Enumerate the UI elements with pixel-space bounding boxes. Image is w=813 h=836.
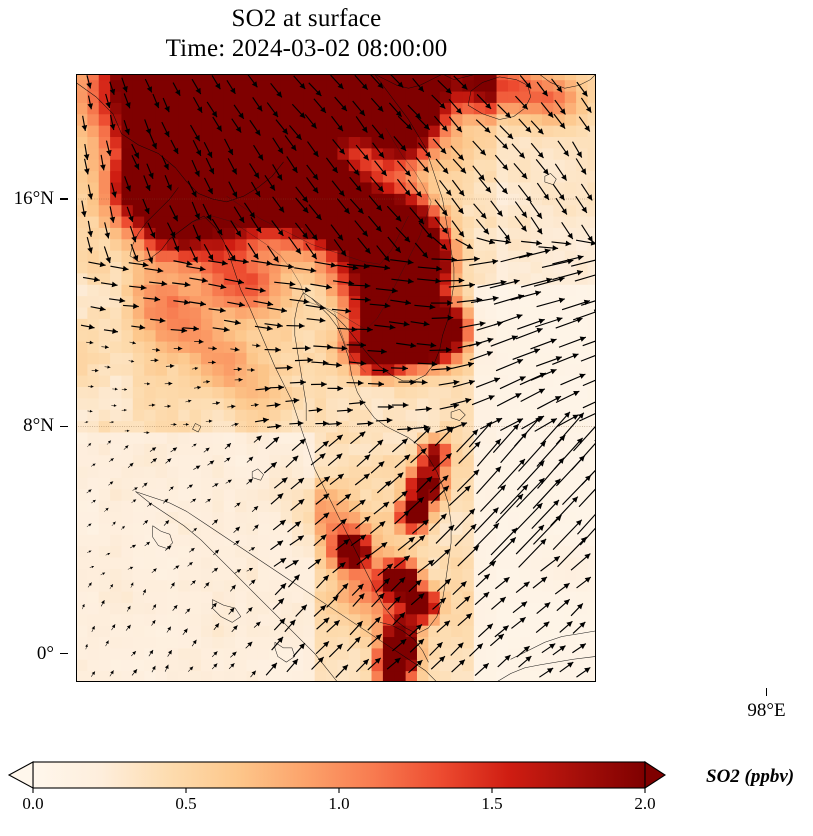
y-tick-label: 8°N bbox=[23, 415, 54, 437]
colorbar-tick-label: 1.5 bbox=[481, 794, 503, 813]
y-tick-label: 0° bbox=[36, 642, 54, 664]
title-line-1: SO2 at surface bbox=[231, 5, 382, 32]
y-tick-mark bbox=[60, 652, 68, 655]
colorbar-label: SO2 (ppbv) bbox=[706, 766, 795, 787]
title-line-2: Time: 2024-03-02 08:00:00 bbox=[165, 35, 448, 62]
x-tick-label: 98°E bbox=[747, 700, 786, 721]
page-title: SO2 at surface Time: 2024-03-02 08:00:00 bbox=[0, 4, 613, 64]
y-tick-label: 16°N bbox=[13, 188, 54, 209]
y-tick-mark bbox=[60, 198, 68, 200]
x-tick-mark bbox=[765, 688, 768, 696]
x-axis-labels: 98°E106°E bbox=[76, 688, 786, 721]
map-plot-area[interactable] bbox=[76, 74, 596, 682]
colorbar-extend-max bbox=[644, 760, 667, 790]
colorbar-tick-label: 0.5 bbox=[175, 794, 197, 813]
y-axis-labels: 16°N 8°N 0° bbox=[0, 74, 68, 682]
colorbar-tick-label: 1.0 bbox=[328, 794, 350, 813]
colorbar-tick-label: 2.0 bbox=[634, 794, 656, 813]
colorbar[interactable]: 0.0 0.5 1.0 1.5 2.0 bbox=[0, 758, 813, 828]
colorbar-tick-label: 0.0 bbox=[22, 794, 44, 813]
colorbar-body[interactable] bbox=[32, 761, 646, 789]
colorbar-gradient bbox=[7, 760, 667, 793]
colorbar-extend-min bbox=[7, 761, 34, 789]
y-tick-mark bbox=[60, 425, 68, 427]
so2-heatmap-canvas[interactable] bbox=[76, 74, 596, 682]
